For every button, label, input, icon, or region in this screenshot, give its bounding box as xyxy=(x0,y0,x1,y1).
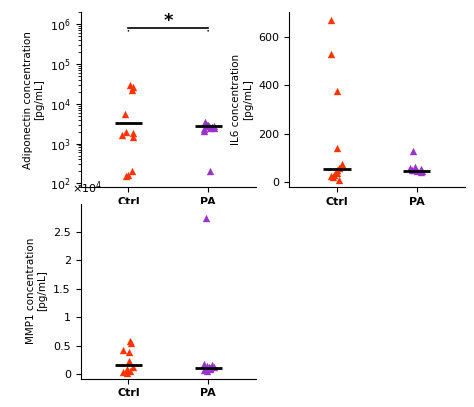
Point xyxy=(333,169,341,176)
Y-axis label: Adiponectin concentration
[pg/mL]: Adiponectin concentration [pg/mL] xyxy=(23,31,45,168)
Point xyxy=(333,88,341,94)
Point xyxy=(210,123,218,130)
Text: $\times 10^4$: $\times 10^4$ xyxy=(72,180,102,197)
Point xyxy=(129,130,137,137)
Point xyxy=(328,16,335,23)
Point xyxy=(338,161,346,167)
Point xyxy=(409,147,417,154)
Point xyxy=(330,172,337,178)
Point xyxy=(200,361,208,368)
Point xyxy=(128,168,136,175)
Point xyxy=(336,177,343,183)
Point xyxy=(210,363,218,370)
Point xyxy=(123,370,131,376)
Text: *: * xyxy=(164,12,173,30)
Point xyxy=(128,339,135,346)
Point xyxy=(128,87,136,93)
Point xyxy=(203,368,211,374)
Point xyxy=(119,369,127,376)
Point xyxy=(210,125,218,132)
Point xyxy=(411,163,419,170)
Point xyxy=(204,122,212,129)
Point xyxy=(335,164,342,171)
Point xyxy=(200,367,208,373)
Point xyxy=(126,81,134,88)
Point xyxy=(125,349,133,356)
Point xyxy=(206,365,214,372)
Point xyxy=(209,362,216,369)
Point xyxy=(417,168,425,175)
Point xyxy=(121,111,129,117)
Point xyxy=(333,145,340,151)
Point xyxy=(130,83,137,90)
Point xyxy=(201,119,209,125)
Point xyxy=(206,168,213,175)
Point xyxy=(201,126,208,132)
Y-axis label: MMP1 concentration
[pg/mL]: MMP1 concentration [pg/mL] xyxy=(26,238,47,344)
Point xyxy=(124,172,132,179)
Point xyxy=(206,364,213,370)
Point xyxy=(418,167,425,174)
Point xyxy=(129,133,137,140)
Point xyxy=(207,365,214,372)
Point xyxy=(333,167,341,173)
Point xyxy=(122,173,130,179)
Point xyxy=(125,358,132,365)
Point xyxy=(206,364,213,371)
Point xyxy=(410,167,418,173)
Point xyxy=(119,347,127,353)
Point xyxy=(200,127,208,134)
Point xyxy=(126,367,134,374)
Point xyxy=(329,174,337,181)
Point xyxy=(127,338,134,344)
Point xyxy=(413,168,420,175)
Point xyxy=(123,365,130,372)
Point xyxy=(417,166,425,172)
Point xyxy=(122,128,130,135)
Point xyxy=(205,123,213,129)
Point xyxy=(327,173,335,179)
Point xyxy=(327,50,335,57)
Point xyxy=(201,120,209,127)
Point xyxy=(202,214,210,221)
Point xyxy=(203,363,210,369)
Point xyxy=(206,125,213,131)
Point xyxy=(409,166,416,173)
Point xyxy=(208,124,216,130)
Point xyxy=(407,164,414,171)
Point xyxy=(204,121,211,128)
Point xyxy=(118,132,126,139)
Y-axis label: IL6 concentration
[pg/mL]: IL6 concentration [pg/mL] xyxy=(231,54,253,145)
Point xyxy=(129,364,137,370)
